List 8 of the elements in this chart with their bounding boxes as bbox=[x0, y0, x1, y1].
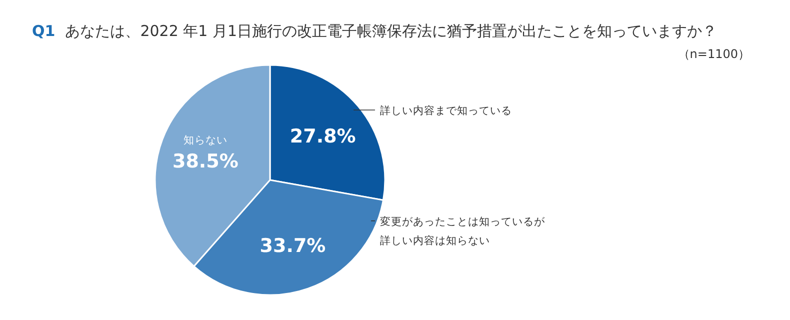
data-label: 27.8% bbox=[290, 126, 356, 148]
data-label: 33.7% bbox=[260, 235, 326, 258]
slice-label: 詳しい内容まで知っている bbox=[380, 104, 512, 117]
data-label: 38.5% bbox=[172, 150, 238, 173]
title: Q1 あなたは、2022 年1 月1日施行の改正電子帳簿保存法に猶予措置が出たことを知っていますか？ bbox=[32, 22, 717, 40]
text: （n=1100） bbox=[678, 47, 750, 61]
slice-label: 変更があったことは知っているが詳しい内容は知らない bbox=[380, 214, 546, 247]
slice-label: 知らない bbox=[183, 134, 228, 147]
